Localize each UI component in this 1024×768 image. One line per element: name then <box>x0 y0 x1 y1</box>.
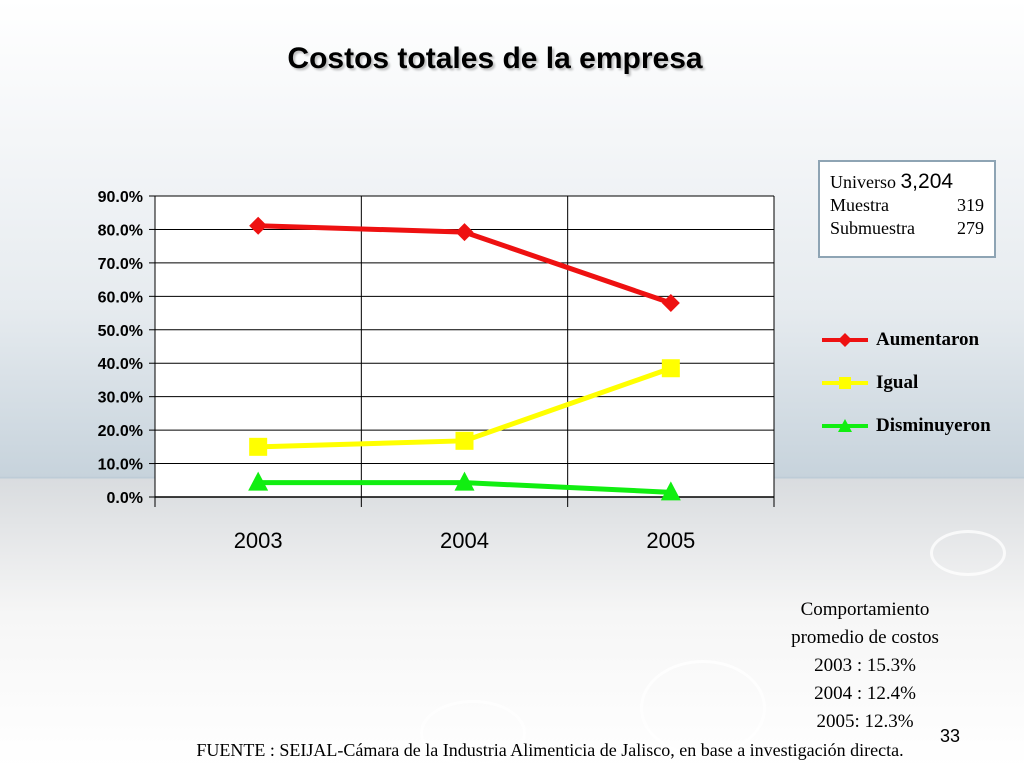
data-point-square <box>249 437 268 456</box>
y-tick-label: 80.0% <box>98 222 143 239</box>
decorative-ring <box>640 660 766 756</box>
legend-item-igual: Igual <box>822 361 991 404</box>
average-title-line2: promedio de costos <box>791 627 939 648</box>
legend-label: Disminuyeron <box>876 414 991 436</box>
y-tick-label: 20.0% <box>98 423 143 440</box>
average-line-2005: 2005: 12.3% <box>816 711 914 732</box>
x-tick-label: 2005 <box>646 528 695 553</box>
x-tick-label: 2004 <box>440 528 489 553</box>
decorative-ring <box>930 530 1006 576</box>
legend-item-aumentaron: Aumentaron <box>822 318 991 361</box>
y-tick-label: 50.0% <box>98 323 143 340</box>
data-point-diamond <box>249 216 268 235</box>
legend-label: Aumentaron <box>876 328 980 350</box>
legend-label: Igual <box>876 371 919 393</box>
data-point-triangle <box>454 471 475 491</box>
average-title-line1: Comportamiento <box>800 599 930 620</box>
y-tick-label: 60.0% <box>98 289 143 306</box>
data-point-triangle <box>248 471 269 491</box>
average-line-2003: 2003 : 15.3% <box>814 655 916 676</box>
data-point-square <box>455 431 474 450</box>
source-note: FUENTE : SEIJAL-Cámara de la Industria A… <box>196 740 904 760</box>
average-line-2004: 2004 : 12.4% <box>814 683 916 704</box>
diamond-marker-icon <box>822 332 868 347</box>
plot-area <box>155 196 774 497</box>
sample-info-box: Universo 3,204 Muestra 319 Submuestra 279 <box>818 160 996 258</box>
data-point-diamond <box>661 294 680 313</box>
slide-title: Costos totales de la empresa <box>287 42 703 75</box>
y-tick-label: 40.0% <box>98 356 143 373</box>
decorative-ring <box>420 700 526 766</box>
y-tick-label: 90.0% <box>98 189 143 206</box>
universo-label: Universo <box>830 172 896 192</box>
triangle-marker-icon <box>822 418 868 432</box>
y-tick-label: 30.0% <box>98 390 143 407</box>
data-point-triangle <box>660 481 681 501</box>
y-tick-label: 70.0% <box>98 256 143 273</box>
average-cost-note: Comportamiento promedio de costos 2003 :… <box>760 596 970 736</box>
square-marker-icon <box>822 376 868 389</box>
submuestra-value: 279 <box>957 218 984 238</box>
muestra-value: 319 <box>957 195 984 215</box>
y-tick-label: 10.0% <box>98 457 143 474</box>
universo-value: 3,204 <box>900 170 954 193</box>
y-tick-label: 0.0% <box>107 490 143 507</box>
x-tick-label: 2003 <box>234 528 283 553</box>
submuestra-label: Submuestra <box>830 218 915 238</box>
data-point-diamond <box>455 223 474 242</box>
chart-legend: Aumentaron Igual Disminuyeron <box>822 318 991 447</box>
legend-item-disminuyeron: Disminuyeron <box>822 404 991 447</box>
muestra-label: Muestra <box>830 195 889 215</box>
page-number: 33 <box>940 726 961 746</box>
data-point-square <box>661 359 680 378</box>
